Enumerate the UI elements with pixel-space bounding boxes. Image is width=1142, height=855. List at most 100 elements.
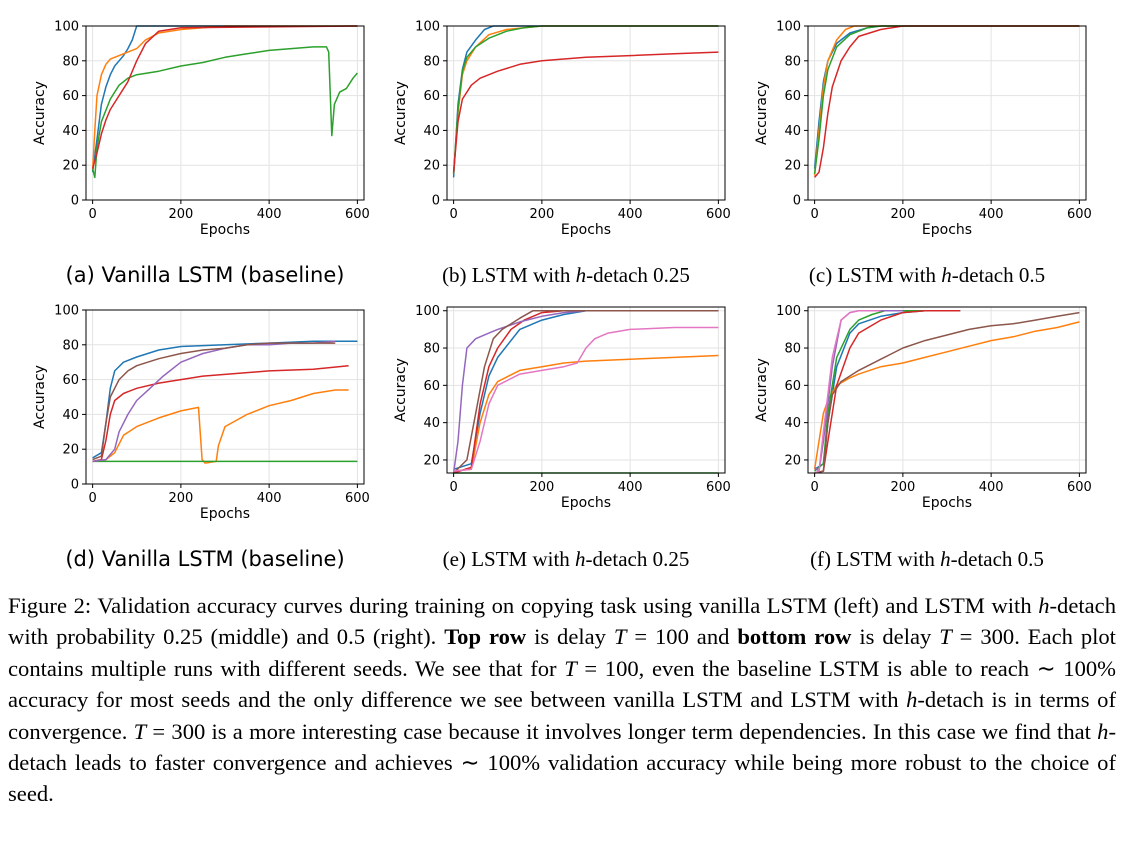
x-tick-label: 200 — [529, 207, 554, 222]
series-line-5 — [452, 309, 719, 474]
y-tick-label: 0 — [71, 478, 79, 493]
series-line-1 — [91, 25, 358, 173]
y-tick-label: 20 — [62, 159, 79, 174]
y-tick-label: 20 — [784, 453, 801, 468]
x-tick-label: 600 — [345, 491, 370, 506]
y-tick-label: 100 — [776, 20, 801, 35]
y-tick-label: 80 — [62, 338, 79, 353]
series-line-1 — [453, 309, 719, 471]
caption-text: -detach leads to faster convergence and … — [8, 718, 1116, 807]
caption-math: T — [564, 655, 577, 681]
panel-b: 0 200 400 600 0 20 40 60 80 100 Epochs Accuracy (b) … — [393, 20, 731, 288]
y-tick-label: 100 — [415, 20, 440, 35]
x-tick-label: 0 — [449, 480, 457, 495]
series-line-2 — [453, 354, 719, 472]
x-tick-label: 0 — [810, 480, 818, 495]
series-line-2 — [452, 25, 719, 174]
x-tick-label: 600 — [1067, 207, 1092, 222]
subfigure-caption: (f) LSTM with h-detach 0.5 — [810, 547, 1044, 571]
caption-text: = 100 and — [626, 624, 738, 650]
figure-2-panels: 0 200 400 600020406080100EpochsAccuracy(a) … — [32, 20, 1092, 572]
y-tick-label: 80 — [423, 342, 440, 357]
subfigure-caption: (d) Vanilla LSTM (baseline) — [65, 547, 344, 571]
y-tick-label: 100 — [54, 304, 79, 319]
series-line-4 — [91, 25, 358, 169]
series-line-4 — [92, 364, 349, 463]
x-tick-label: 400 — [618, 480, 643, 495]
y-tick-label: 60 — [784, 379, 801, 394]
series-line-2 — [92, 389, 349, 464]
y-tick-label: 60 — [62, 89, 79, 104]
y-tick-label: 60 — [423, 89, 440, 104]
x-tick-label: 200 — [168, 491, 193, 506]
y-tick-label: 20 — [423, 453, 440, 468]
subfigure-caption: (b) LSTM with h-detach 0.25 — [442, 263, 690, 287]
y-tick-label: 60 — [423, 379, 440, 394]
subfigure-caption-part: -detach 0.5 — [951, 547, 1044, 571]
series-line-4 — [452, 51, 719, 173]
y-tick-label: 40 — [784, 416, 801, 431]
y-tick-label: 40 — [62, 408, 79, 423]
x-axis-label: Epochs — [561, 222, 611, 238]
y-tick-label: 60 — [784, 89, 801, 104]
subfigure-caption-part: (c) LSTM with — [809, 263, 941, 287]
subfigure-caption: (a) Vanilla LSTM (baseline) — [66, 263, 345, 287]
y-tick-label: 20 — [62, 443, 79, 458]
subfigure-caption-part: h — [576, 263, 587, 287]
y-tick-label: 100 — [415, 304, 440, 319]
caption-text: is delay — [851, 624, 940, 650]
y-axis-label: Accuracy — [32, 365, 48, 429]
caption-math: h — [1097, 718, 1109, 744]
y-axis-label: Accuracy — [754, 81, 770, 145]
y-axis-label: Accuracy — [393, 358, 409, 422]
caption-text: -detach is in terms of convergence. — [8, 687, 1117, 744]
series-line-2 — [813, 321, 1080, 470]
x-tick-label: 200 — [529, 480, 554, 495]
series-line-7 — [814, 309, 881, 474]
y-axis-label: Accuracy — [32, 81, 48, 145]
x-tick-label: 400 — [979, 207, 1004, 222]
x-tick-label: 400 — [257, 491, 282, 506]
caption-math: T — [133, 718, 147, 744]
caption-text: -detach with probability 0.25 (middle) a… — [8, 593, 1116, 650]
x-tick-label: 200 — [890, 480, 915, 495]
axes-frame — [807, 306, 1087, 474]
x-tick-label: 0 — [810, 207, 818, 222]
series-line-1 — [452, 25, 719, 178]
subfigure-caption-part: -detach 0.25 — [586, 547, 690, 571]
x-axis-label: Epochs — [200, 222, 250, 238]
series-line-3 — [813, 25, 1080, 174]
panel-f: 0 200 400 600 20 40 60 80 100 Epochs Accuracy (f) L… — [754, 304, 1092, 571]
series-line-7 — [453, 326, 719, 472]
subfigure-caption: (c) LSTM with h-detach 0.5 — [809, 263, 1045, 287]
panel-d: 0 200 400 600 0 20 40 60 80 100 Epochs Accuracy (d) … — [32, 304, 370, 572]
x-tick-label: 400 — [618, 207, 643, 222]
y-axis-label: Accuracy — [754, 358, 770, 422]
subfigure-caption-part: -detach 0.25 — [586, 263, 690, 287]
y-axis-label: Accuracy — [393, 81, 409, 145]
x-tick-label: 600 — [345, 207, 370, 222]
x-tick-label: 600 — [1067, 480, 1092, 495]
y-tick-label: 100 — [776, 304, 801, 319]
x-axis-label: Epochs — [922, 495, 972, 511]
y-tick-label: 40 — [62, 124, 79, 139]
x-tick-label: 400 — [979, 480, 1004, 495]
series-line-4 — [814, 309, 961, 474]
y-tick-label: 40 — [423, 124, 440, 139]
caption-math: h — [906, 687, 918, 713]
x-axis-label: Epochs — [922, 222, 972, 238]
series-line-3 — [452, 25, 719, 174]
panel-c: 0 200 400 600 0 20 40 60 80 100 Epochs Accuracy (c) … — [754, 20, 1092, 288]
y-tick-label: 80 — [423, 54, 440, 69]
series-line-5 — [92, 340, 336, 463]
series-line-2 — [91, 25, 358, 171]
x-tick-label: 600 — [706, 480, 731, 495]
series-line-4 — [814, 25, 1080, 178]
caption-text: = 300. Each plot contains multiple runs … — [8, 624, 1116, 681]
caption-math: T — [939, 624, 952, 650]
y-tick-label: 20 — [423, 159, 440, 174]
series-line-1 — [92, 340, 358, 459]
subfigure-caption-part: h — [941, 263, 952, 287]
x-tick-label: 0 — [88, 491, 96, 506]
y-tick-label: 80 — [62, 54, 79, 69]
